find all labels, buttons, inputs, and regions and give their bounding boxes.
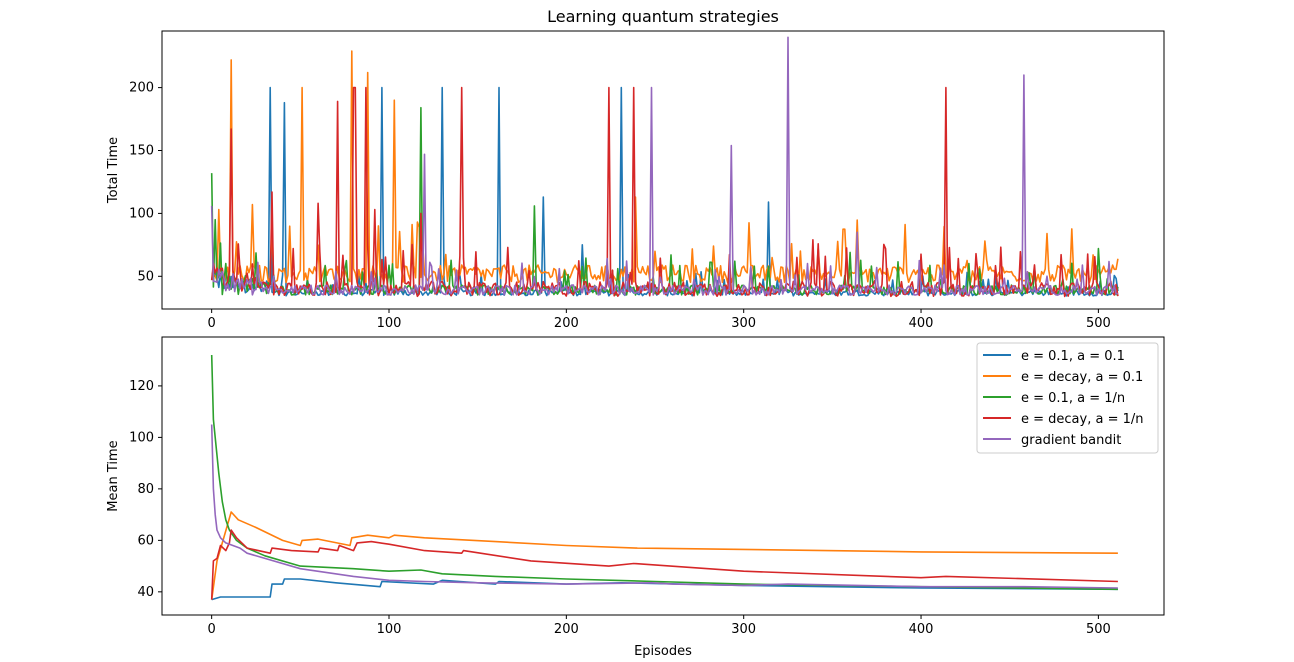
legend-label: gradient bandit: [1021, 433, 1121, 448]
y-tick-label: 80: [137, 482, 154, 497]
x-tick-label: 500: [1086, 316, 1111, 331]
x-tick-label: 400: [909, 622, 934, 637]
x-tick-label: 0: [208, 316, 216, 331]
x-tick-label: 500: [1086, 622, 1111, 637]
x-tick-label: 300: [731, 316, 756, 331]
legend-box: [976, 342, 1159, 454]
legend-label: e = decay, a = 0.1: [1021, 370, 1143, 385]
y-tick-label: 120: [129, 379, 154, 394]
series-line: [210, 511, 1118, 600]
series-line: [210, 86, 1119, 297]
x-tick-label: 400: [909, 316, 934, 331]
legend-label: e = decay, a = 1/n: [1021, 412, 1144, 427]
series-line: [210, 86, 1119, 298]
x-tick-label: 0: [208, 622, 216, 637]
series-line: [210, 424, 1118, 589]
top-y-axis-label: Total Time: [106, 137, 121, 204]
x-tick-label: 100: [377, 622, 402, 637]
series-line: [210, 354, 1118, 591]
y-tick-label: 50: [137, 269, 154, 284]
bottom-y-axis-label: Mean Time: [106, 440, 121, 511]
y-tick-label: 150: [129, 144, 154, 159]
chart-title: Learning quantum strategies: [547, 7, 779, 26]
series-line: [210, 36, 1119, 296]
y-tick-label: 40: [137, 585, 154, 600]
legend-label: e = 0.1, a = 0.1: [1021, 349, 1125, 364]
x-tick-label: 300: [731, 622, 756, 637]
top-plot-panel: 0 100 200 300 400 500 50 100 150 200: [129, 30, 1165, 331]
plot-frame: [161, 336, 1165, 616]
x-axis-label: Episodes: [634, 644, 692, 659]
series-group: [210, 36, 1119, 298]
bottom-plot-panel: 0 100 200 300 400 500 40 60 80 100 120: [129, 336, 1165, 637]
legend: e = 0.1, a = 0.1 e = decay, a = 0.1 e = 0.…: [976, 342, 1159, 454]
plot-frame: [161, 30, 1165, 310]
series-line: [211, 50, 1119, 284]
x-tick-label: 100: [377, 316, 402, 331]
series-group: [210, 354, 1118, 601]
y-tick-label: 100: [129, 206, 154, 221]
x-tick-label: 200: [554, 316, 579, 331]
y-tick-label: 200: [129, 81, 154, 96]
legend-label: e = 0.1, a = 1/n: [1021, 391, 1125, 406]
y-tick-label: 100: [129, 430, 154, 445]
y-tick-label: 60: [137, 533, 154, 548]
x-tick-label: 200: [554, 622, 579, 637]
